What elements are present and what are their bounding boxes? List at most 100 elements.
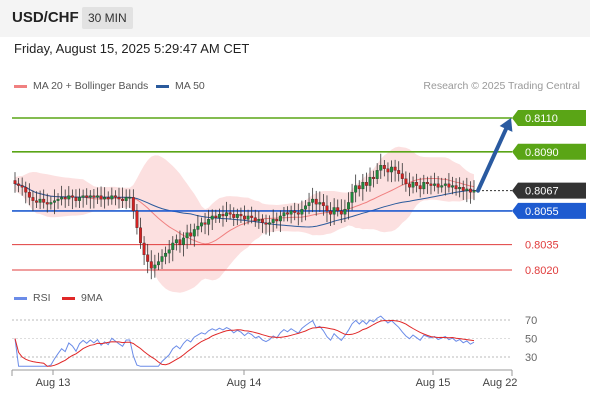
ma50-swatch — [156, 85, 169, 88]
candle — [103, 187, 107, 209]
candle — [185, 224, 189, 249]
candle-body — [379, 165, 383, 171]
rsi-ma-legend-label: 9MA — [81, 292, 103, 304]
candle-body — [458, 187, 462, 190]
candle-body — [465, 188, 469, 191]
candle — [325, 195, 329, 223]
candle-body — [17, 183, 21, 186]
candle-body — [63, 197, 67, 200]
candle-body — [189, 232, 193, 237]
candle — [429, 175, 433, 195]
candle — [321, 194, 325, 216]
candle — [357, 180, 361, 197]
level-label-0.8067: 0.8067 — [525, 186, 559, 198]
candle — [425, 176, 429, 194]
candle-body — [343, 209, 347, 215]
candle-body — [375, 170, 379, 179]
candle — [27, 183, 31, 206]
candle-body — [67, 195, 71, 200]
candle-body — [78, 197, 81, 201]
candle-body — [390, 166, 393, 173]
x-tick-label: Aug 13 — [36, 377, 71, 389]
candle — [307, 192, 311, 215]
candle-body — [404, 178, 408, 185]
candle-body — [382, 165, 386, 169]
timeframe-badge[interactable]: 30 MIN — [82, 7, 133, 29]
candle-body — [361, 182, 365, 190]
candle — [458, 177, 462, 198]
candle-body — [239, 214, 243, 217]
level-label-0.8055: 0.8055 — [525, 206, 559, 218]
candle-body — [200, 222, 203, 227]
candle-body — [142, 242, 146, 255]
ma20-legend-label: MA 20 + Bollinger Bands — [33, 80, 149, 92]
x-tick-label: Aug 22 — [483, 377, 518, 389]
candle-body — [128, 197, 132, 199]
candle — [149, 250, 153, 280]
candle-body — [271, 219, 275, 223]
copyright-label: Research © 2025 Trading Central — [423, 80, 580, 92]
candle-body — [27, 192, 31, 198]
candle — [160, 249, 164, 270]
candle — [178, 230, 182, 253]
candle-body — [185, 232, 189, 239]
candle-body — [88, 195, 92, 198]
candle — [38, 190, 42, 210]
rsi-tick-50: 50 — [525, 334, 537, 346]
candle-body — [85, 195, 89, 198]
candle-body — [357, 185, 361, 190]
candle — [408, 172, 411, 197]
candle — [271, 209, 275, 233]
candle — [447, 173, 451, 193]
candle — [52, 189, 56, 215]
candle-body — [257, 219, 261, 222]
candle — [375, 163, 379, 185]
candle-body — [415, 182, 419, 186]
candle-body — [153, 264, 157, 269]
candle-body — [282, 212, 286, 217]
candle — [257, 211, 261, 229]
level-label-0.8035: 0.8035 — [525, 240, 559, 252]
candle-body — [139, 227, 142, 244]
candle-body — [422, 182, 426, 190]
candle-body — [42, 198, 46, 203]
candle — [171, 236, 175, 262]
candle — [415, 173, 419, 193]
candle — [300, 200, 304, 223]
candle — [379, 153, 383, 179]
candle — [228, 204, 232, 220]
candle-body — [56, 198, 60, 201]
level-tag-0.8055 — [512, 202, 586, 219]
candle-body — [113, 195, 117, 198]
candle — [167, 240, 171, 264]
candle-body — [393, 166, 397, 171]
candle-body — [364, 182, 368, 186]
candle-body — [260, 219, 264, 223]
candle — [436, 176, 440, 194]
candle — [339, 199, 343, 224]
candle — [20, 177, 24, 196]
level-label-0.8090: 0.8090 — [525, 147, 559, 159]
candle-body — [336, 207, 340, 212]
candle — [88, 190, 92, 209]
rsi-tick-70: 70 — [525, 315, 537, 327]
candle-body — [110, 195, 114, 200]
candle-body — [35, 200, 38, 203]
candle — [418, 177, 422, 198]
candle — [106, 191, 110, 206]
candle-body — [182, 237, 185, 245]
candle — [235, 208, 239, 226]
candle — [243, 205, 246, 226]
candle — [422, 174, 426, 195]
candle-body — [289, 210, 293, 215]
candle-body — [447, 183, 451, 188]
candle — [282, 206, 286, 222]
candle — [221, 205, 225, 227]
candle — [468, 181, 472, 204]
candle — [314, 190, 318, 216]
candle-body — [425, 182, 429, 185]
candle — [45, 193, 49, 213]
candle — [404, 171, 408, 192]
candle-body — [433, 183, 437, 186]
candle-body — [221, 214, 225, 217]
